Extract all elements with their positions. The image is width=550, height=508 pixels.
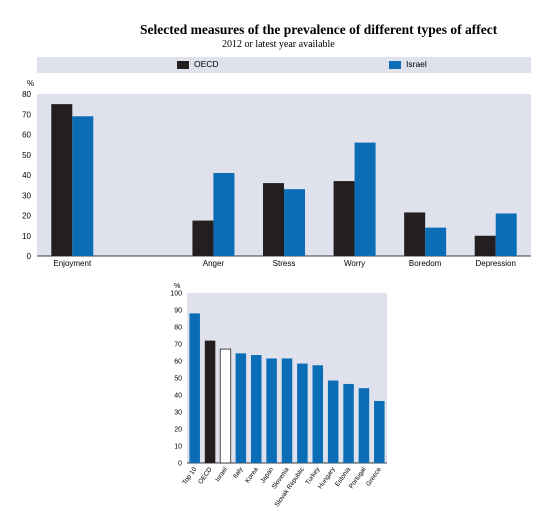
chart2-x-tick-label: Top 10 bbox=[181, 466, 198, 486]
chart1-y-tick-label: 50 bbox=[22, 151, 31, 160]
chart2-y-tick-label: 40 bbox=[174, 393, 182, 400]
chart1-x-tick-label: Worry bbox=[344, 259, 365, 268]
chart2-x-tick-label: Slovak Republic bbox=[274, 466, 307, 508]
chart2-x-tick-label: Italy bbox=[232, 466, 245, 480]
chart2-x-tick-label: Israel bbox=[214, 466, 229, 483]
chart-subtitle: 2012 or latest year available bbox=[222, 39, 335, 50]
chart2-bar bbox=[219, 348, 232, 464]
chart2-x-tick-label: Greece bbox=[365, 466, 383, 488]
chart2-bar bbox=[204, 340, 216, 463]
legend-label-israel: Israel bbox=[406, 59, 427, 69]
chart1-bar-oecd bbox=[333, 181, 355, 256]
chart2-bar bbox=[266, 358, 277, 463]
chart1-y-tick-label: 40 bbox=[22, 171, 31, 180]
chart1-bar-oecd bbox=[404, 212, 426, 256]
chart1-x-tick-label: Depression bbox=[475, 259, 515, 268]
chart1-x-tick-label: Enjoyment bbox=[53, 259, 92, 268]
legend: OECD Israel bbox=[37, 57, 531, 73]
chart2-x-tick-label: Estonia bbox=[334, 466, 352, 488]
chart2-x-tick-label: Japan bbox=[259, 466, 275, 485]
chart1-y-tick-label: 80 bbox=[22, 90, 31, 99]
chart2-y-tick-label: 80 bbox=[174, 325, 182, 332]
chart2-bar bbox=[374, 400, 385, 463]
chart2-y-tick-label: 90 bbox=[174, 308, 182, 315]
chart1-bar-oecd bbox=[474, 235, 496, 256]
chart2-bar bbox=[358, 388, 370, 463]
chart2-y-tick-label: 0 bbox=[178, 461, 182, 468]
chart1-bar-oecd bbox=[192, 220, 214, 256]
legend-swatch-israel bbox=[389, 61, 401, 69]
chart1-y-tick-label: 60 bbox=[22, 131, 31, 140]
chart2-x-tick-label: Portugal bbox=[348, 466, 368, 490]
chart2-x-tick-label: Slovenia bbox=[271, 466, 291, 491]
chart2-bar bbox=[312, 365, 324, 463]
chart1-y-unit: % bbox=[27, 79, 34, 88]
chart-title: Selected measures of the prevalence of d… bbox=[140, 22, 498, 37]
chart1-x-tick-label: Boredom bbox=[409, 259, 442, 268]
chart1-y-tick-label: 20 bbox=[22, 212, 31, 221]
chart2-y-tick-label: 60 bbox=[174, 359, 182, 366]
chart1-bar-israel bbox=[495, 213, 517, 256]
chart2-x-tick-label: Hungary bbox=[317, 466, 337, 491]
chart1-bar-oecd bbox=[263, 183, 284, 256]
chart2-y-tick-label: 70 bbox=[174, 342, 182, 349]
chart2-bar bbox=[250, 355, 262, 463]
chart2-y-tick-label: 30 bbox=[174, 410, 182, 417]
chart1-plot-area bbox=[37, 94, 531, 256]
chart2-x-tick-label: OECD bbox=[197, 466, 214, 486]
chart1-bar-israel bbox=[284, 189, 305, 256]
chart2-y-tick-label: 50 bbox=[174, 376, 182, 383]
chart2-y-tick-label: 10 bbox=[174, 444, 182, 451]
chart1-bar-israel bbox=[213, 172, 235, 256]
chart2-bar bbox=[281, 358, 293, 463]
chart1-bar-israel bbox=[354, 142, 376, 256]
chart1-y-tick-label: 0 bbox=[27, 252, 32, 261]
legend-swatch-oecd bbox=[177, 61, 189, 69]
chart1-x-tick-label: Anger bbox=[203, 259, 225, 268]
chart1-y-tick-label: 30 bbox=[22, 191, 31, 200]
chart2-bar bbox=[297, 363, 308, 463]
chart2-bar bbox=[235, 353, 247, 463]
chart1-bar-oecd bbox=[51, 104, 73, 256]
chart2-y-tick-label: 20 bbox=[174, 427, 182, 434]
chart2-plot-area bbox=[187, 293, 387, 463]
chart1-bar-israel bbox=[72, 116, 94, 257]
chart1-bar-israel bbox=[425, 227, 447, 256]
chart2-x-tick-label: Korea bbox=[244, 466, 260, 485]
chart2-bar bbox=[327, 380, 339, 463]
chart2-bar bbox=[189, 313, 200, 463]
chart1-x-tick-label: Stress bbox=[273, 259, 296, 268]
chart2-y-tick-label: 100 bbox=[170, 291, 182, 298]
chart2-x-tick-label: Turkey bbox=[304, 466, 321, 487]
chart2-bar bbox=[343, 383, 354, 463]
legend-label-oecd: OECD bbox=[194, 59, 219, 69]
chart1-y-tick-label: 70 bbox=[22, 110, 31, 119]
chart2-y-unit: % bbox=[174, 283, 180, 290]
chart1-y-tick-label: 10 bbox=[22, 232, 31, 241]
